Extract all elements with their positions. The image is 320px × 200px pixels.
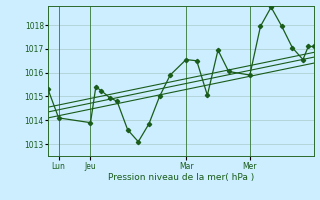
X-axis label: Pression niveau de la mer( hPa ): Pression niveau de la mer( hPa ) xyxy=(108,173,254,182)
